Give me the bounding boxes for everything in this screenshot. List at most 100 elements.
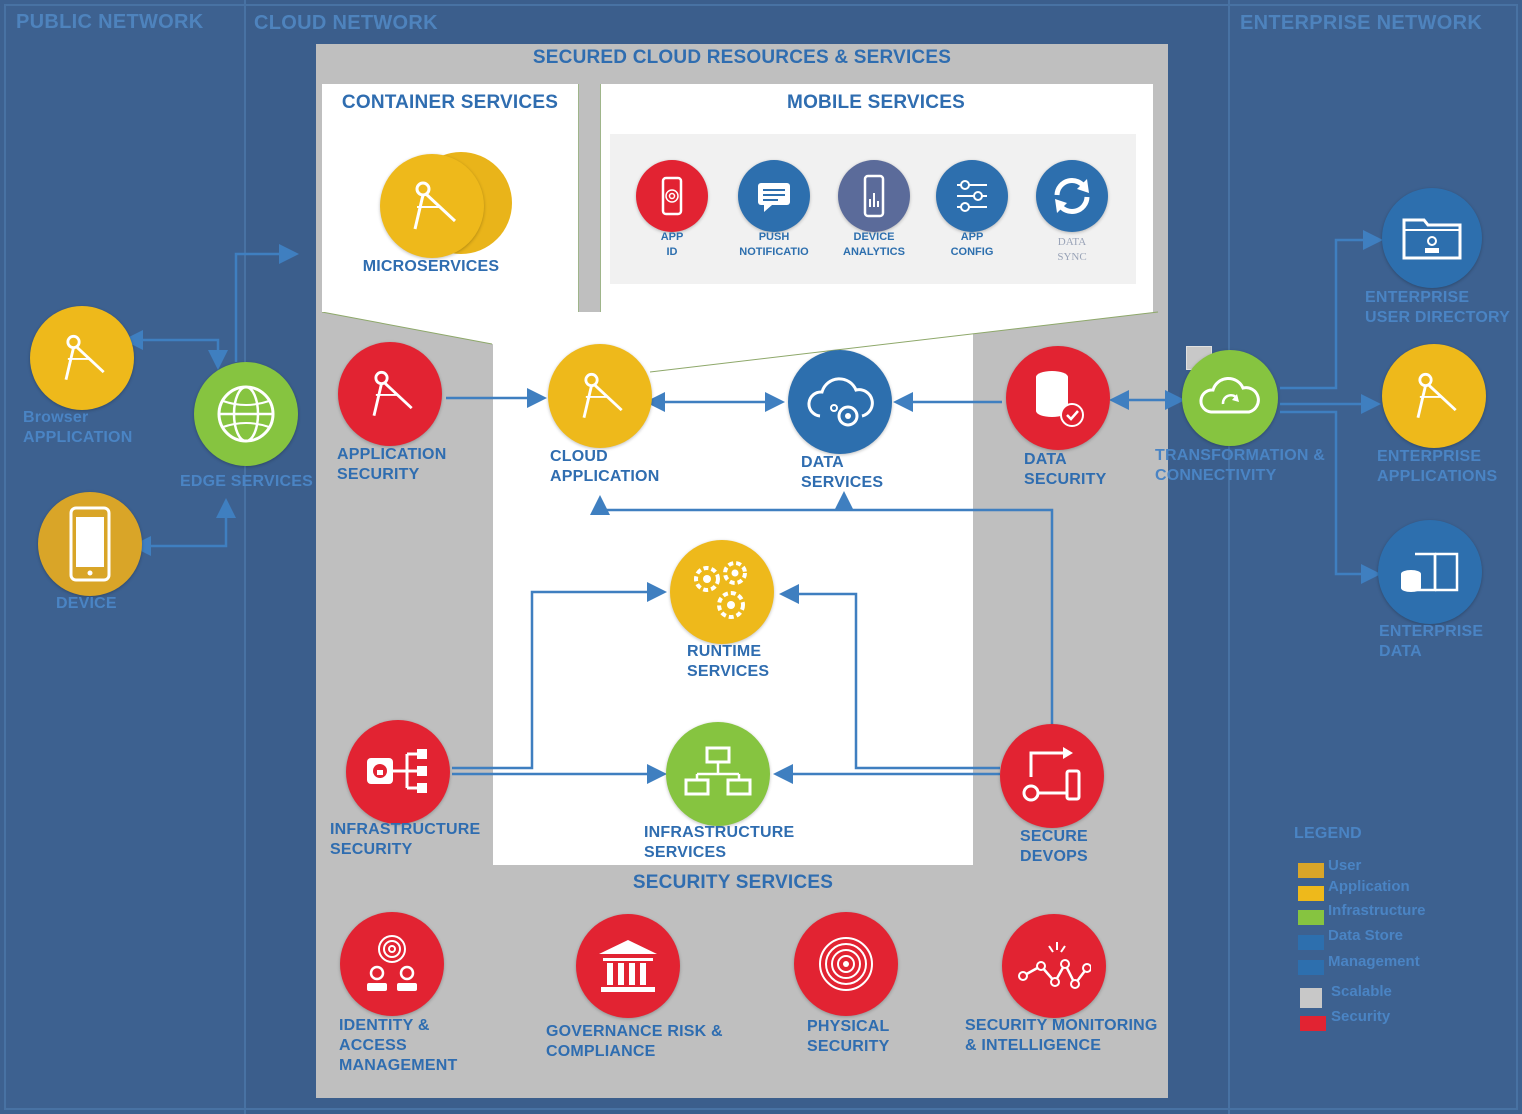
data-sync-label-2: SYNC [1057, 251, 1087, 263]
enterprise-data-label-1: ENTERPRISE [1379, 623, 1484, 640]
legend-label-management: Management [1328, 953, 1420, 970]
enterprise-data-circle [1378, 520, 1482, 624]
flow-cycle-icon [1022, 747, 1081, 802]
legend-title: LEGEND [1294, 825, 1362, 842]
app-config-label-1: APP [960, 231, 984, 243]
app-id-label-2: ID [666, 246, 678, 258]
runtime-services-label-2: SERVICES [687, 663, 770, 680]
data-services-circle [788, 350, 892, 454]
enterprise-applications-label-2: APPLICATIONS [1377, 468, 1498, 485]
fingerprint-phone-icon [661, 176, 683, 216]
legend-swatch-security [1300, 1016, 1326, 1031]
cloud-sync-icon [1199, 377, 1260, 414]
app-id-circle [636, 160, 708, 232]
identity-access-label-2: ACCESS [339, 1037, 407, 1054]
physical-security-label-1: PHYSICAL [807, 1018, 890, 1035]
infrastructure-security-label-2: SECURITY [330, 841, 413, 858]
edge-services-circle [194, 362, 298, 466]
legend-swatch-scalable [1300, 988, 1322, 1008]
transformation-circle [1182, 350, 1278, 446]
container-services-title: CONTAINER SERVICES [341, 92, 559, 113]
folder-user-icon [1402, 218, 1462, 260]
legend-label-security: Security [1331, 1008, 1391, 1025]
target-icon [819, 937, 873, 991]
runtime-services-label-1: RUNTIME [687, 643, 762, 660]
infrastructure-services-circle [666, 722, 770, 826]
network-lock-icon [367, 749, 427, 793]
fingerprint-users-icon [367, 935, 417, 991]
app-config-circle [936, 160, 1008, 232]
secure-devops-label-1: SECURE [1020, 828, 1088, 845]
outer-border [4, 4, 1518, 1110]
enterprise-directory-label-1: ENTERPRISE [1365, 289, 1470, 306]
bank-building-icon [599, 940, 657, 992]
runtime-services-circle [670, 540, 774, 644]
compass-icon [413, 181, 457, 230]
compass-icon [1416, 372, 1457, 419]
book-database-icon [1401, 552, 1459, 592]
security-services-title: SECURITY SERVICES [632, 872, 834, 893]
cloud-application-label-1: CLOUD [550, 448, 608, 465]
application-security-label-1: APPLICATION [337, 446, 447, 463]
app-config-label-2: CONFIG [950, 246, 994, 258]
enterprise-directory-label-2: USER DIRECTORY [1365, 309, 1511, 326]
cloud-gear-icon [807, 377, 874, 427]
edge-services-label: EDGE SERVICES [180, 473, 314, 490]
legend-label-data-store: Data Store [1328, 927, 1404, 944]
compass-icon [582, 372, 623, 419]
security-monitoring-circle [1002, 914, 1106, 1018]
browser-label: Browser [23, 409, 89, 426]
data-services-label-2: SERVICES [801, 474, 884, 491]
microservices-label: MICROSERVICES [362, 258, 500, 275]
compass-icon [372, 370, 413, 417]
infrastructure-services-label-1: INFRASTRUCTURE [644, 824, 795, 841]
legend-label-scalable: Scalable [1331, 983, 1392, 1000]
legend-swatch-infrastructure [1298, 910, 1324, 925]
governance-circle [576, 914, 680, 1018]
secure-devops-circle [1000, 724, 1104, 828]
data-security-label-1: DATA [1024, 451, 1067, 468]
device-circle [38, 492, 142, 596]
legend-swatch-application [1298, 886, 1324, 901]
phone-chart-icon [863, 174, 885, 218]
smartphone-icon [69, 506, 111, 582]
app-id-label-1: APP [660, 231, 684, 243]
infrastructure-security-label-1: INFRASTRUCTURE [330, 821, 481, 838]
secured-cloud-title: SECURED CLOUD RESOURCES & SERVICES [532, 47, 952, 68]
legend-label-infrastructure: Infrastructure [1328, 902, 1426, 919]
public-network-title: PUBLIC NETWORK [16, 11, 204, 33]
compass-icon [64, 334, 105, 381]
legend-swatch-management [1298, 960, 1324, 975]
data-sync-circle [1036, 160, 1108, 232]
data-services-label-1: DATA [801, 454, 844, 471]
chat-bubble-icon [758, 183, 790, 212]
globe-icon [217, 385, 275, 443]
gears-icon [694, 561, 747, 619]
push-notification-label-1: PUSH [758, 231, 790, 243]
governance-label-1: GOVERNANCE RISK & [546, 1023, 723, 1040]
enterprise-applications-circle [1382, 344, 1486, 448]
application-security-label-2: SECURITY [337, 466, 420, 483]
browser-application-label: APPLICATION [23, 429, 133, 446]
zone-divider [244, 0, 246, 1114]
line-graph-icon [1018, 942, 1091, 989]
network-computers-icon [684, 746, 752, 796]
push-notification-label-2: NOTIFICATIO [739, 246, 809, 258]
identity-access-label-3: MANAGEMENT [339, 1057, 458, 1074]
microservices-circle [380, 154, 484, 258]
infrastructure-security-circle [346, 720, 450, 824]
database-lock-icon [1036, 371, 1084, 427]
governance-label-2: COMPLIANCE [546, 1043, 656, 1060]
push-notification-circle [738, 160, 810, 232]
mobile-services-title: MOBILE SERVICES [787, 92, 965, 113]
browser-application-circle [30, 306, 134, 410]
enterprise-applications-label-1: ENTERPRISE [1377, 448, 1482, 465]
security-monitoring-label-2: & INTELLIGENCE [965, 1037, 1102, 1054]
legend-swatch-data-store [1298, 935, 1324, 950]
transformation-label-1: TRANSFORMATION & [1155, 447, 1325, 464]
identity-access-label-1: IDENTITY & [339, 1017, 430, 1034]
security-monitoring-label-1: SECURITY MONITORING [965, 1017, 1158, 1034]
data-sync-label-1: DATA [1057, 236, 1087, 248]
enterprise-network-title: ENTERPRISE NETWORK [1240, 12, 1483, 34]
infrastructure-services-label-2: SERVICES [644, 844, 727, 861]
